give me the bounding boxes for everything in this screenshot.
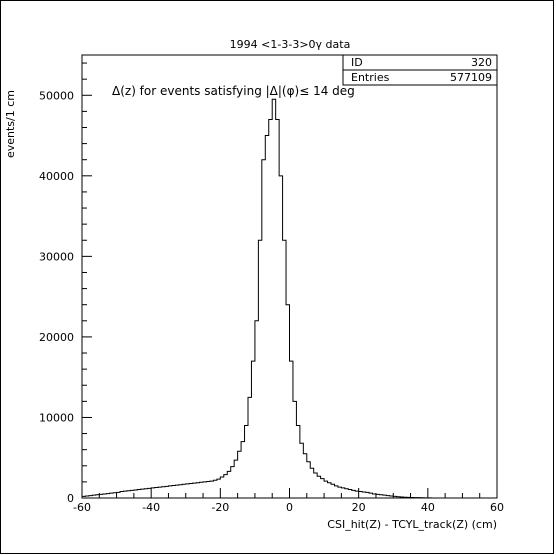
y-tick-label: 10000 [39, 411, 74, 424]
y-axis-ticks: 0 10000 20000 30000 40000 50000 [39, 62, 92, 505]
x-tick-label: -60 [73, 501, 91, 514]
stats-entries-label: Entries [351, 71, 390, 84]
histogram-series [82, 98, 497, 499]
plot-area: -60 -40 -20 0 20 40 60 0 10000 20000 30000 40000 50… [39, 54, 504, 514]
x-tick-label: -20 [211, 501, 229, 514]
y-tick-label: 20000 [39, 331, 74, 344]
x-tick-label: 20 [352, 501, 366, 514]
x-tick-label: 60 [490, 501, 504, 514]
y-tick-label: 0 [67, 492, 74, 505]
y-tick-label: 40000 [39, 170, 74, 183]
stats-box: ID 320 Entries 577109 [342, 54, 498, 86]
stats-id-label: ID [351, 56, 363, 69]
x-axis-label: CSI_hit(Z) - TCYL_track(Z) (cm) [327, 518, 497, 531]
y-axis-label: events/1 cm [4, 90, 17, 158]
y-tick-label: 30000 [39, 250, 74, 263]
chart-annotation: Δ(z) for events satisfying |Δ|(φ)≤ 14 de… [112, 84, 355, 98]
chart-title: 1994 <1-3-3>0γ data [230, 38, 351, 51]
y-tick-label: 50000 [39, 89, 74, 102]
stats-id-value: 320 [471, 56, 492, 69]
x-tick-label: -40 [142, 501, 160, 514]
x-tick-label: 40 [421, 501, 435, 514]
stats-entries-value: 577109 [450, 71, 492, 84]
x-axis-ticks: -60 -40 -20 0 20 40 60 [73, 488, 504, 514]
x-tick-label: 0 [286, 501, 293, 514]
